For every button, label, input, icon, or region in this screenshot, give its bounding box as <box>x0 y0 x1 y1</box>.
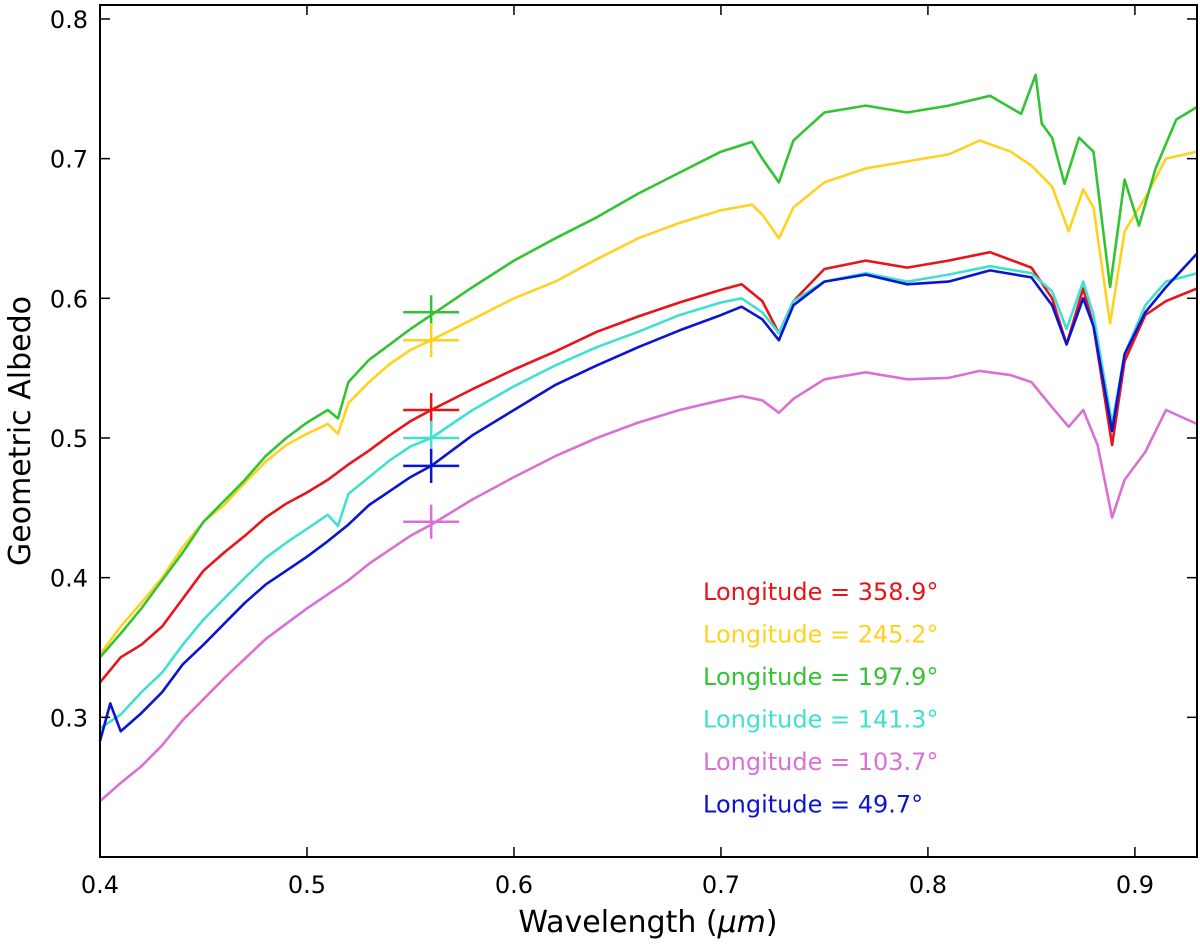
series-line-longitude-245-2 <box>98 139 1198 656</box>
series-line-longitude-197-9 <box>99 73 1198 659</box>
marker-layer <box>403 295 460 539</box>
series-line-longitude-141-3 <box>99 264 1198 730</box>
x-tick-label: 0.5 <box>288 871 326 899</box>
legend-entry-longitude-49-7: Longitude = 49.7° <box>703 791 923 819</box>
legend: Longitude = 358.9° Longitude = 245.2° Long… <box>703 578 938 819</box>
y-tick-label: 0.4 <box>50 565 88 593</box>
x-tick-label: 0.8 <box>909 871 947 899</box>
x-axis-label: Wavelength (μm) <box>518 905 777 940</box>
legend-entry-longitude-358-9: Longitude = 358.9° <box>703 578 938 606</box>
y-tick-label: 0.5 <box>50 425 88 453</box>
reference-marker-5 <box>403 504 460 539</box>
reference-marker-1 <box>403 323 460 358</box>
y-tick-label: 0.7 <box>50 146 88 174</box>
series-line-longitude-103-7 <box>99 369 1198 803</box>
y-tick-label: 0.6 <box>50 285 88 313</box>
series-layer <box>98 73 1198 803</box>
legend-entry-longitude-197-9: Longitude = 197.9° <box>703 663 938 691</box>
x-tick-label: 0.9 <box>1116 871 1154 899</box>
reference-marker-4 <box>403 448 460 483</box>
x-tick-label: 0.7 <box>702 871 740 899</box>
y-tick-label: 0.8 <box>50 6 88 34</box>
y-tick-label: 0.3 <box>50 704 88 732</box>
tick-layer: 0.4 0.5 0.6 0.7 0.8 0.9 0.3 0.4 0.5 0.6 0.7 0.8 <box>50 5 1197 899</box>
x-tick-label: 0.6 <box>495 871 533 899</box>
x-tick-label: 0.4 <box>81 871 119 899</box>
series-line-longitude-49-7 <box>98 252 1198 742</box>
plot-frame <box>99 4 1198 858</box>
legend-entry-longitude-141-3: Longitude = 141.3° <box>703 706 938 734</box>
y-axis-label: Geometric Albedo <box>3 296 38 566</box>
legend-entry-longitude-103-7: Longitude = 103.7° <box>703 748 938 776</box>
series-line-longitude-358-9 <box>98 250 1198 684</box>
legend-entry-longitude-245-2: Longitude = 245.2° <box>703 621 938 649</box>
